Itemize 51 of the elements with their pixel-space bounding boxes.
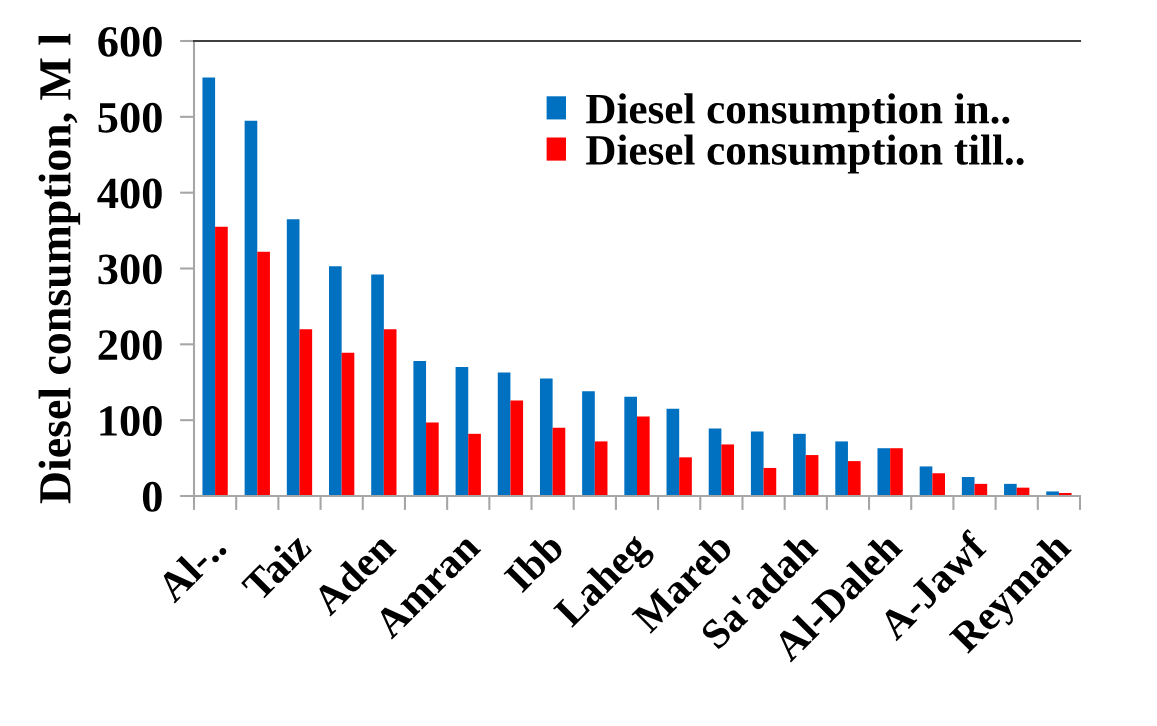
y-tick-label: 400 [97, 178, 162, 209]
x-tick-label: Taiz [239, 529, 313, 603]
bar [666, 408, 680, 496]
bar [413, 361, 427, 496]
bar [341, 352, 355, 496]
bar [1004, 483, 1017, 496]
bar [299, 329, 313, 496]
bar [497, 372, 511, 496]
bar [383, 329, 397, 496]
y-tick-label: 500 [98, 102, 162, 133]
legend-label: Diesel consumption in.. [586, 93, 1010, 133]
bar [329, 266, 342, 496]
y-tick-label: 300 [98, 254, 162, 285]
y-tick-label: 200 [98, 330, 162, 361]
bar [468, 433, 481, 496]
bar [793, 433, 806, 496]
bar [371, 274, 384, 496]
bar [510, 400, 524, 496]
bar [721, 444, 735, 496]
legend-label: Diesel consumption till.. [586, 134, 1024, 174]
x-tick-label: Al-.. [154, 530, 228, 604]
bar [708, 428, 722, 496]
bar [286, 219, 300, 496]
bar [594, 441, 608, 496]
bar [835, 441, 848, 496]
bar [257, 251, 270, 496]
bar [805, 455, 819, 496]
bar [877, 448, 891, 496]
bar [582, 391, 595, 496]
bar [919, 466, 933, 496]
y-tick-label: 0 [142, 481, 162, 512]
bar [624, 396, 637, 496]
bar [890, 448, 903, 496]
bar [763, 467, 777, 496]
bar [244, 120, 258, 496]
bar [679, 457, 692, 496]
bar [932, 473, 945, 496]
y-tick-label: 600 [98, 26, 162, 57]
bar [539, 378, 553, 496]
bar [426, 422, 439, 496]
bar [455, 367, 469, 496]
bar [961, 477, 975, 496]
bar [552, 427, 566, 496]
y-tick-label: 100 [100, 406, 162, 437]
bar [215, 226, 228, 496]
bar [847, 461, 861, 496]
bar [750, 431, 764, 496]
bar [1046, 491, 1059, 496]
bar [202, 77, 216, 496]
y-axis-title: Diesel consumption, M l [38, 33, 81, 504]
bar [637, 416, 650, 496]
